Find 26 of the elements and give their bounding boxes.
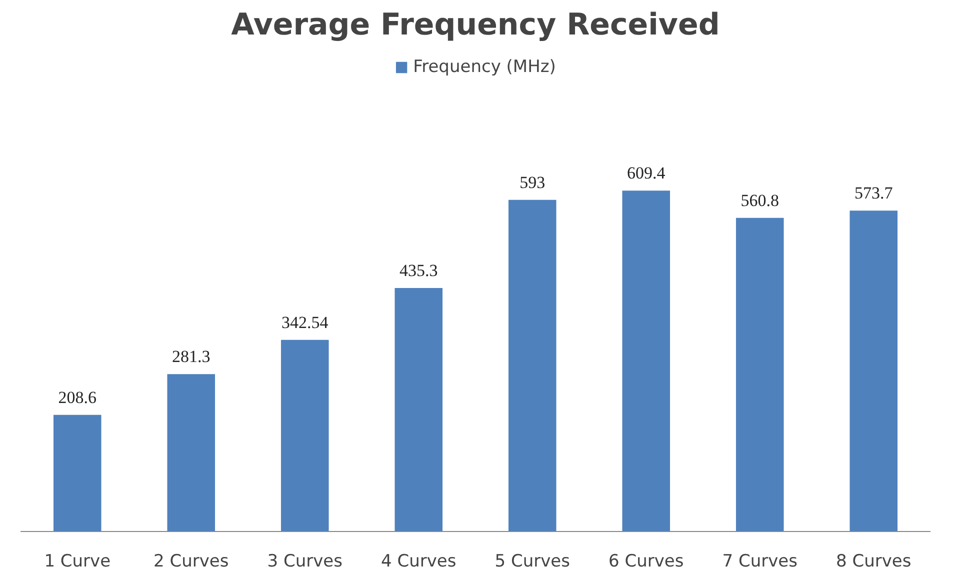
x-tick-label: 6 Curves — [608, 552, 684, 572]
data-label: 573.7 — [854, 184, 894, 203]
bar — [622, 190, 670, 532]
x-tick-label: 4 Curves — [381, 552, 456, 572]
data-label: 208.6 — [58, 388, 96, 407]
bar — [508, 200, 556, 532]
data-label: 609.4 — [627, 164, 666, 183]
x-tick-label: 7 Curves — [722, 552, 798, 572]
bar — [53, 414, 102, 532]
data-label: 593 — [520, 172, 546, 192]
x-tick-label: 2 Curves — [154, 552, 229, 572]
legend-label: Frequency (MHz) — [413, 57, 556, 77]
x-tick-label: 3 Curves — [267, 552, 343, 572]
data-label: 560.8 — [740, 190, 779, 210]
bar — [736, 218, 784, 532]
data-label: 281.3 — [172, 347, 210, 366]
bar — [850, 210, 898, 532]
bar — [167, 374, 216, 532]
bar — [394, 288, 443, 532]
chart-title: Average Frequency Received — [231, 8, 720, 42]
x-tick-label: 5 Curves — [494, 552, 570, 572]
x-tick-label: 1 Curve — [44, 552, 111, 572]
bar — [280, 340, 329, 532]
data-label: 435.3 — [400, 261, 438, 280]
x-tick-label: 8 Curves — [836, 552, 912, 572]
data-label: 342.54 — [282, 312, 329, 332]
